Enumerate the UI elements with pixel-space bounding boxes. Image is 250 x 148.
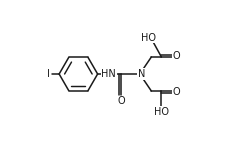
Text: HN: HN bbox=[101, 69, 116, 79]
Text: I: I bbox=[47, 69, 50, 79]
Text: N: N bbox=[138, 69, 145, 79]
Text: O: O bbox=[118, 96, 125, 106]
Text: HO: HO bbox=[141, 33, 156, 43]
Text: HO: HO bbox=[154, 107, 169, 117]
Text: O: O bbox=[172, 87, 180, 97]
Text: O: O bbox=[172, 51, 180, 61]
